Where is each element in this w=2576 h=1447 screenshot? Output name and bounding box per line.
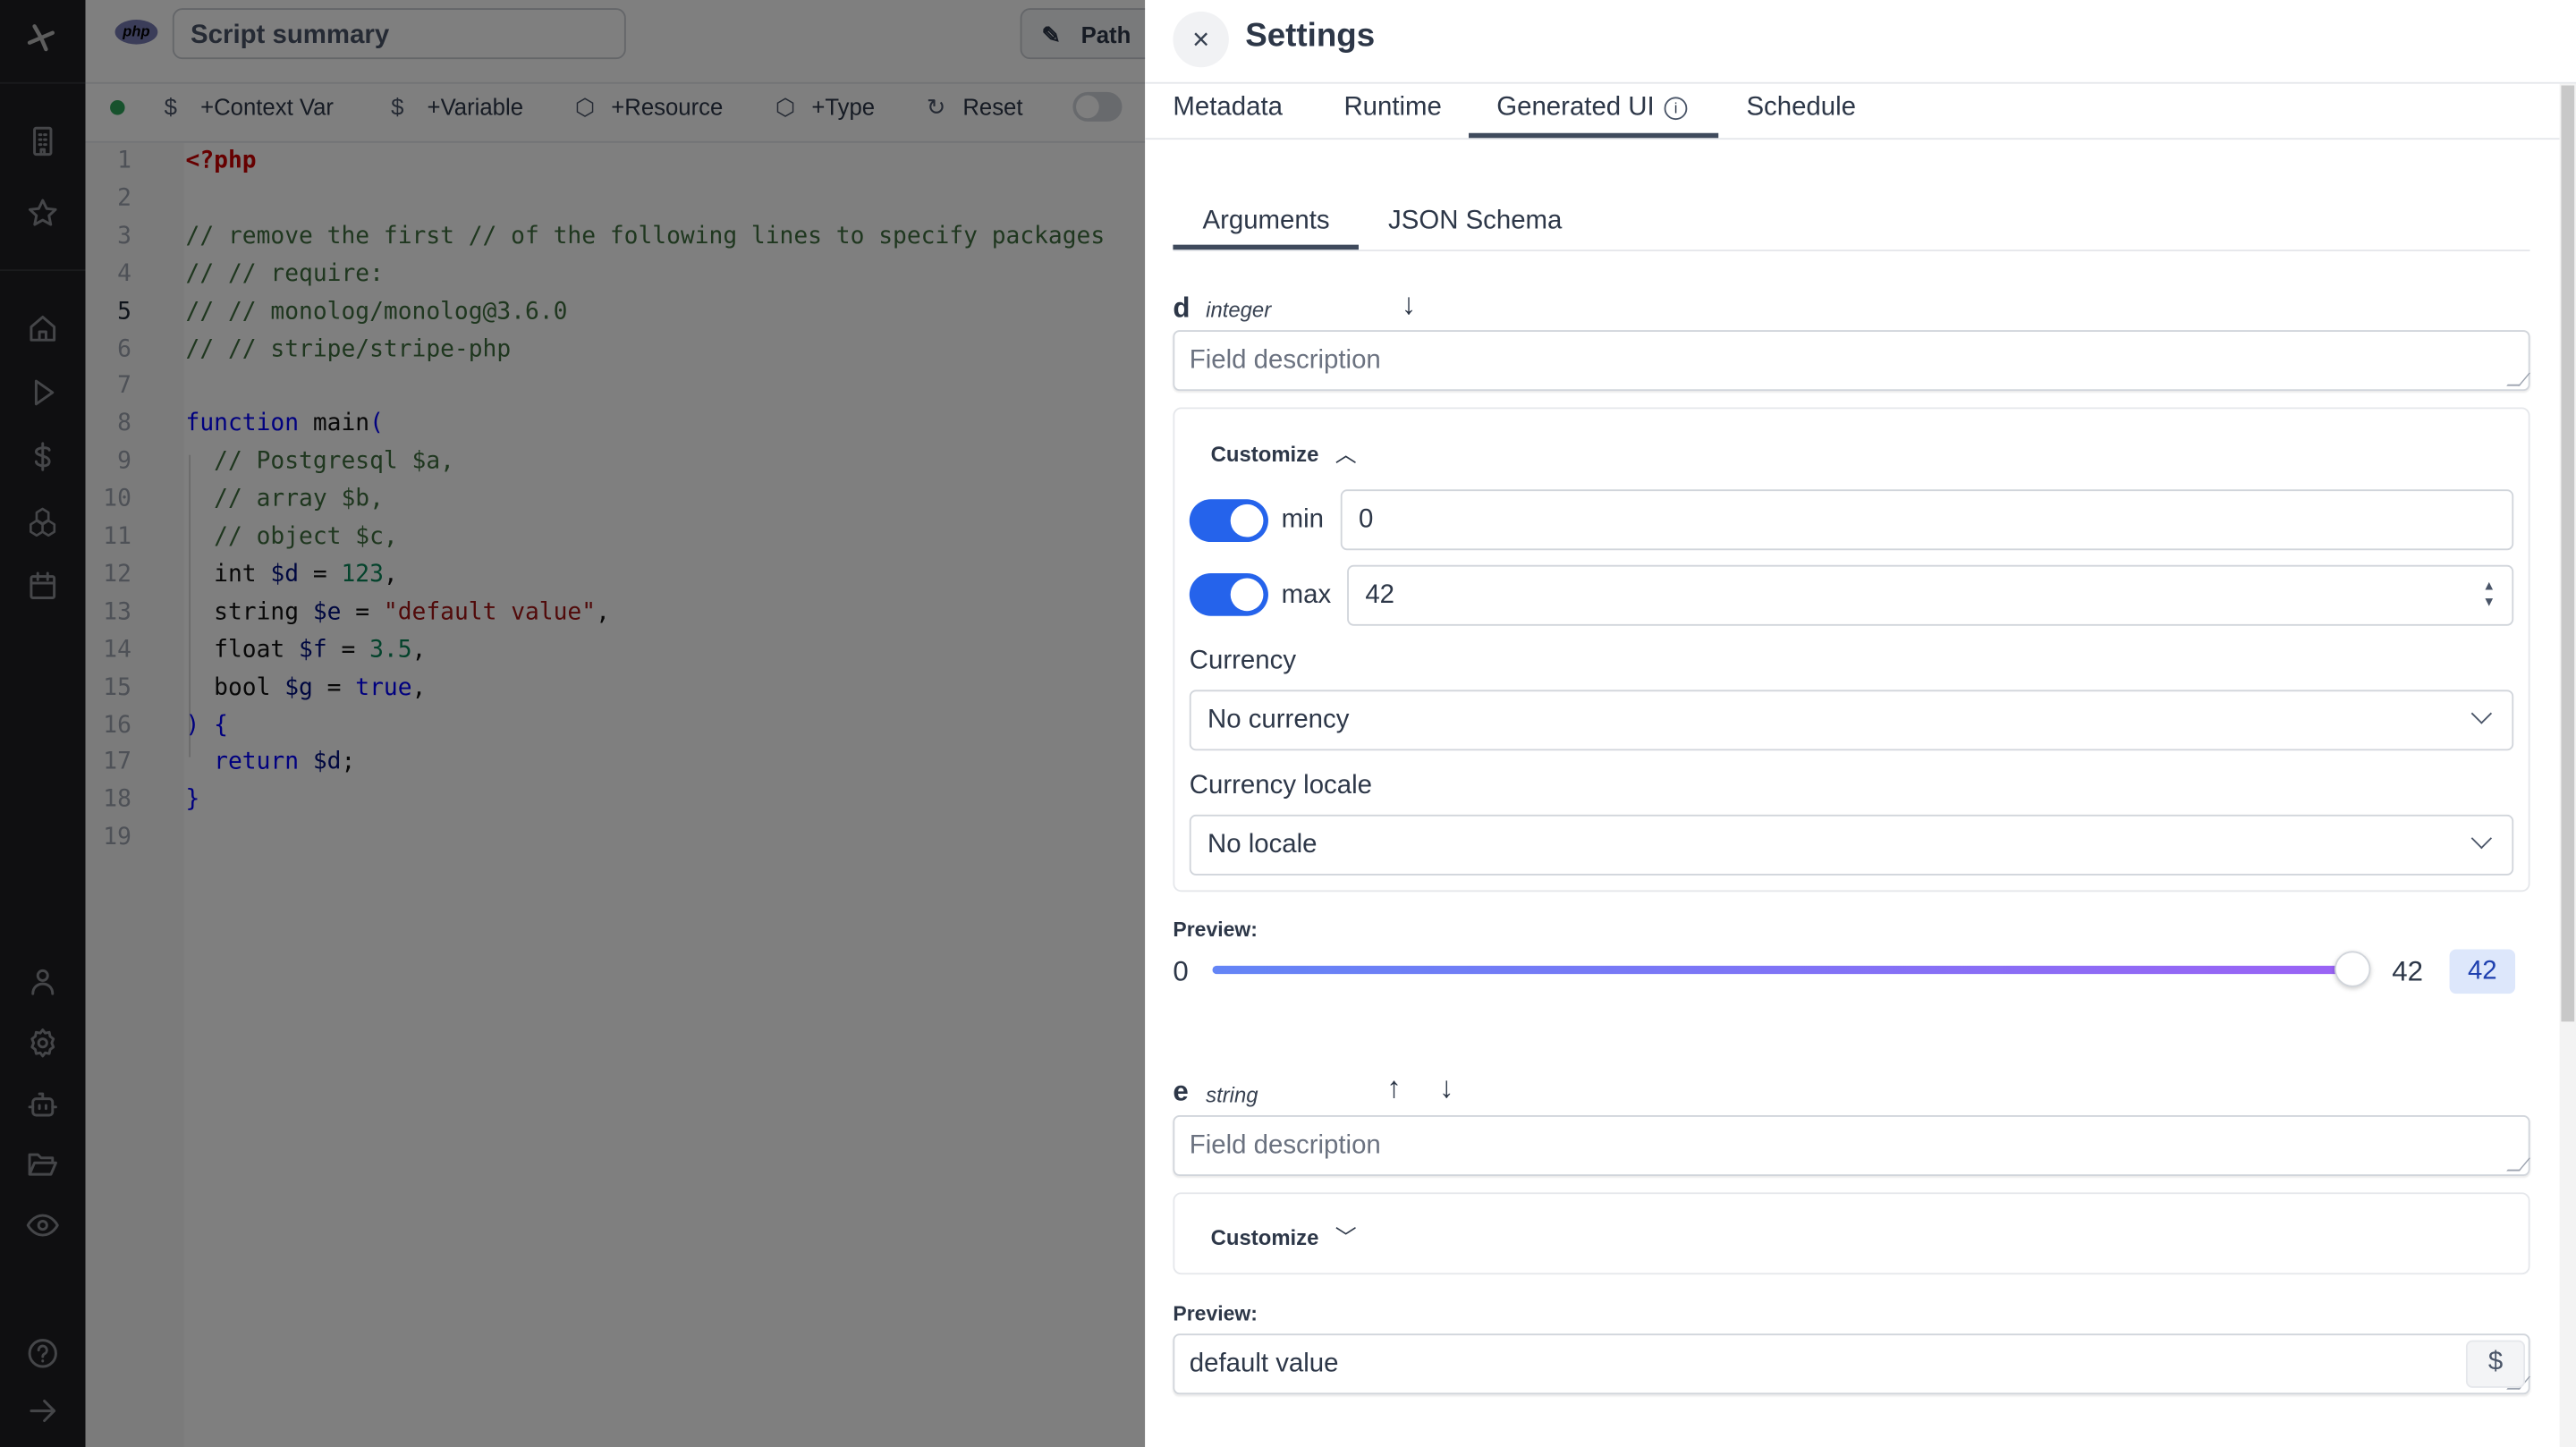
resize-handle[interactable] — [2506, 372, 2531, 386]
tab-runtime[interactable]: Runtime — [1343, 93, 1442, 122]
slider-min-label: 0 — [1173, 955, 1189, 987]
input-value: default value — [1189, 1350, 1339, 1378]
tab-generated-ui[interactable]: Generated UI i — [1496, 93, 1688, 123]
tab-label: Generated UI — [1496, 93, 1655, 122]
selected-value: No locale — [1207, 831, 1318, 859]
arg-type: integer — [1206, 297, 1272, 322]
customize-panel — [1173, 1192, 2530, 1275]
subtab-json-schema[interactable]: JSON Schema — [1388, 207, 1563, 235]
currency-select[interactable]: No currency — [1189, 690, 2514, 751]
divider — [1145, 138, 2560, 140]
settings-drawer: × Settings Metadata Runtime Generated UI… — [1145, 0, 2576, 1447]
preview-label: Preview: — [1173, 1302, 1258, 1326]
slider-max-label: 42 — [2392, 955, 2424, 987]
placeholder: Field description — [1189, 346, 1381, 375]
active-tab-indicator — [1469, 132, 1719, 139]
modal-backdrop[interactable] — [0, 0, 1146, 1447]
subtab-arguments[interactable]: Arguments — [1202, 207, 1330, 235]
arg-name: e — [1173, 1075, 1189, 1107]
resize-handle[interactable] — [2506, 1157, 2531, 1172]
max-label: max — [1281, 581, 1332, 610]
field-description-input[interactable]: Field description — [1173, 1115, 2531, 1176]
max-toggle[interactable] — [1189, 572, 1268, 616]
active-subtab-indicator — [1173, 244, 1359, 250]
move-up-icon[interactable]: ↑ — [1386, 1070, 1402, 1104]
selected-value: No currency — [1207, 706, 1350, 734]
field-description-input[interactable]: Field description — [1173, 330, 2531, 392]
max-input[interactable]: 42 ▲ ▼ — [1347, 564, 2514, 626]
preview-label: Preview: — [1173, 918, 1258, 942]
drawer-title: Settings — [1245, 18, 1376, 55]
min-toggle[interactable] — [1189, 499, 1268, 543]
divider — [1173, 250, 2530, 251]
min-input[interactable]: 0 — [1340, 489, 2514, 551]
placeholder: Field description — [1189, 1131, 1381, 1160]
tab-metadata[interactable]: Metadata — [1173, 93, 1283, 122]
currency-locale-select[interactable]: No locale — [1189, 814, 2514, 876]
insert-variable-button[interactable]: $ — [2465, 1340, 2526, 1388]
chevron-down-icon — [2470, 827, 2493, 850]
move-down-icon[interactable]: ↓ — [1401, 287, 1417, 321]
tab-schedule[interactable]: Schedule — [1746, 93, 1856, 122]
arg-name: d — [1173, 292, 1191, 324]
customize-label: Customize — [1210, 442, 1319, 467]
slider-handle[interactable] — [2334, 951, 2371, 987]
chevron-up-icon: ︿ — [1335, 442, 1357, 467]
slider-track[interactable] — [1212, 965, 2353, 975]
info-icon[interactable]: i — [1664, 97, 1688, 121]
arg-type: string — [1206, 1082, 1258, 1107]
move-down-icon[interactable]: ↓ — [1438, 1070, 1454, 1104]
slider-value-badge: 42 — [2449, 949, 2516, 994]
customize-panel — [1173, 407, 2530, 893]
chevron-down-icon: ﹀ — [1335, 1225, 1357, 1250]
currency-label: Currency — [1189, 647, 1297, 675]
spinner-icon[interactable]: ▲ ▼ — [2482, 578, 2496, 610]
chevron-down-icon — [2470, 703, 2493, 724]
divider — [1145, 81, 2576, 84]
close-button[interactable]: × — [1173, 11, 1229, 68]
max-value: 42 — [1365, 581, 1395, 610]
preview-string-input[interactable]: default value — [1173, 1333, 2531, 1395]
customize-toggle[interactable]: Customize ﹀ — [1211, 1221, 1357, 1252]
customize-label: Customize — [1210, 1225, 1319, 1250]
currency-locale-label: Currency locale — [1189, 772, 1372, 800]
scrollbar-thumb[interactable] — [2561, 85, 2575, 1022]
min-label: min — [1281, 505, 1325, 534]
customize-toggle[interactable]: Customize ︿ — [1211, 437, 1357, 469]
